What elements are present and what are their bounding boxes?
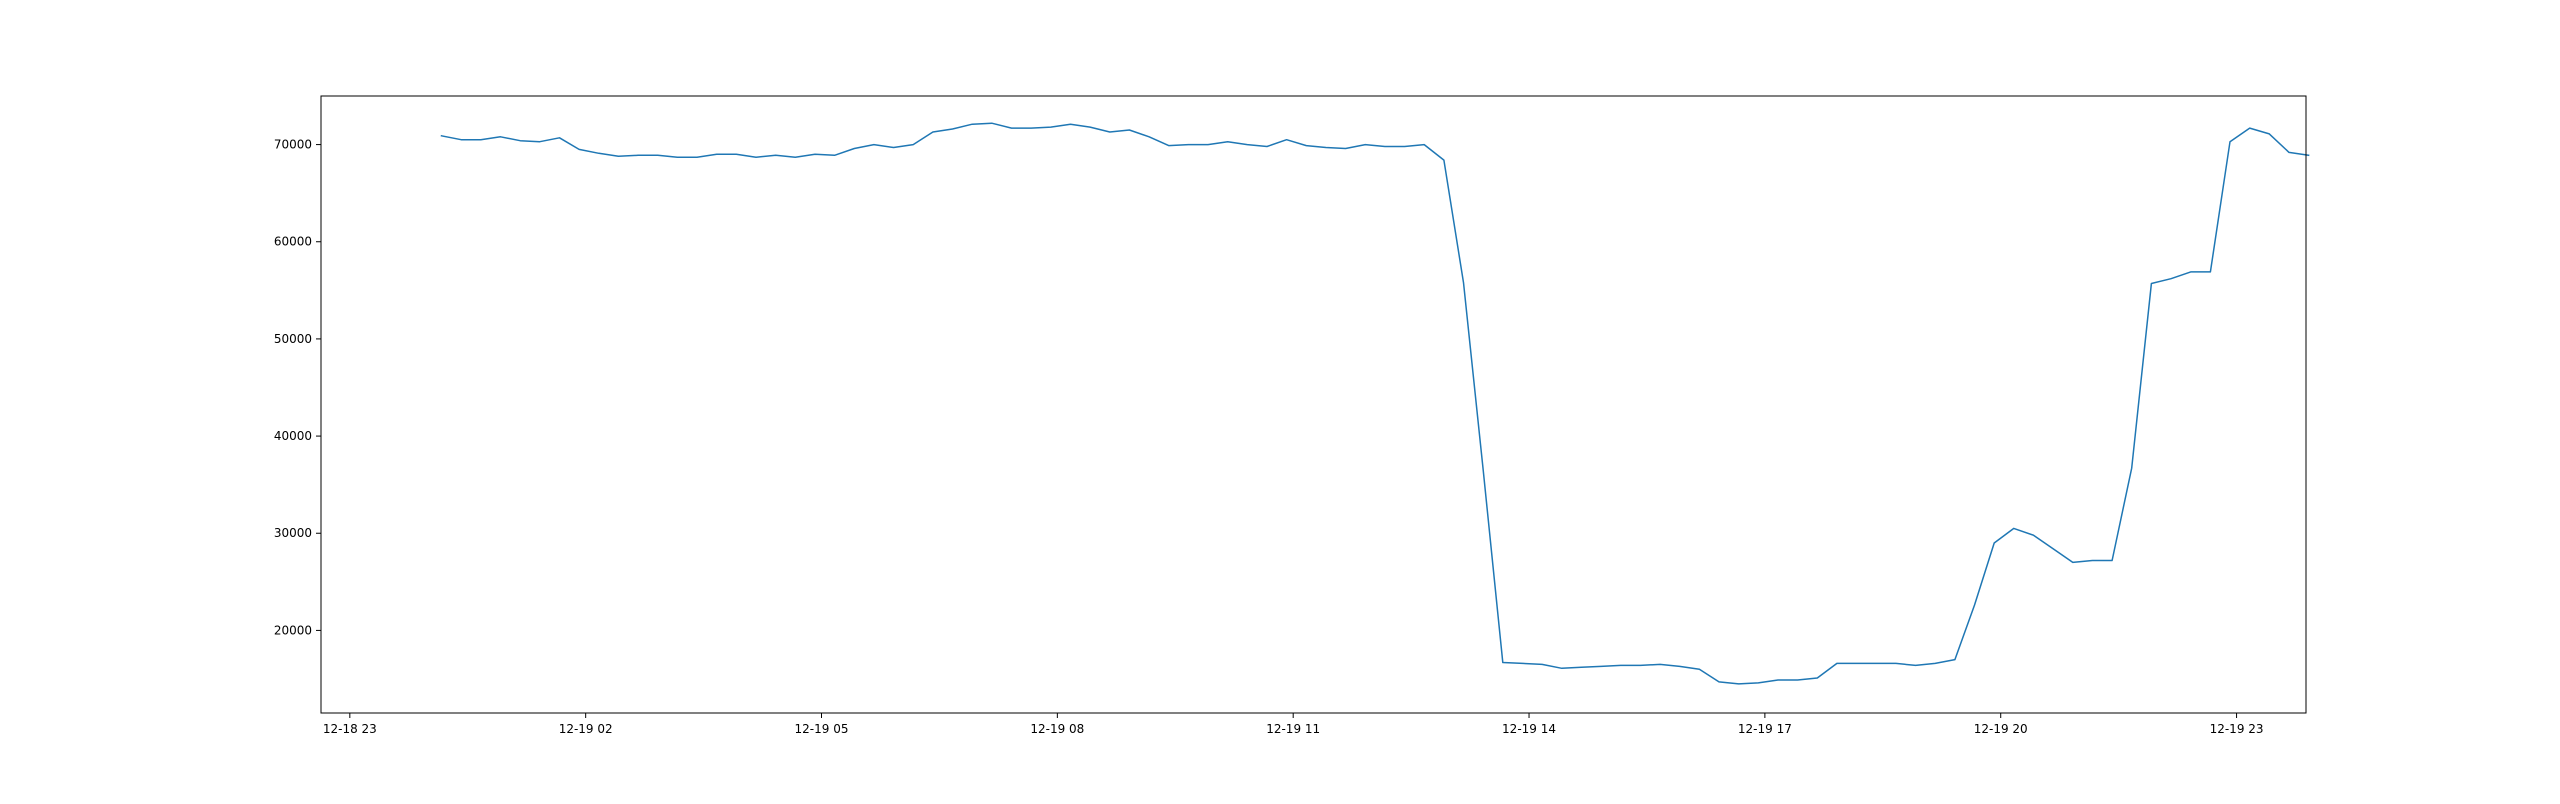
- y-axis-ticks: 20000 30000 40000 50000 60000 70000: [274, 138, 321, 637]
- y-tick-label: 40000: [274, 429, 312, 443]
- x-tick-label: 12-19 20: [1974, 722, 2028, 736]
- x-tick-label: 12-19 14: [1502, 722, 1556, 736]
- y-tick-label: 60000: [274, 235, 312, 249]
- x-tick-label: 12-19 23: [2210, 722, 2264, 736]
- plot-area-frame: [320, 95, 2307, 714]
- x-axis-ticks: 12-18 23 12-19 02 12-19 05 12-19 08 12-19 11…: [323, 713, 2264, 736]
- x-tick-label: 12-19 17: [1738, 722, 1792, 736]
- x-tick-label: 12-18 23: [323, 722, 377, 736]
- y-tick-label: 70000: [274, 138, 312, 152]
- x-tick-label: 12-19 05: [795, 722, 849, 736]
- x-tick-label: 12-19 02: [559, 722, 613, 736]
- y-tick-label: 50000: [274, 332, 312, 346]
- series-line: [440, 122, 2310, 685]
- x-tick-label: 12-19 11: [1266, 722, 1320, 736]
- y-tick-label: 20000: [274, 623, 312, 637]
- y-tick-label: 30000: [274, 526, 312, 540]
- x-tick-label: 12-19 08: [1030, 722, 1084, 736]
